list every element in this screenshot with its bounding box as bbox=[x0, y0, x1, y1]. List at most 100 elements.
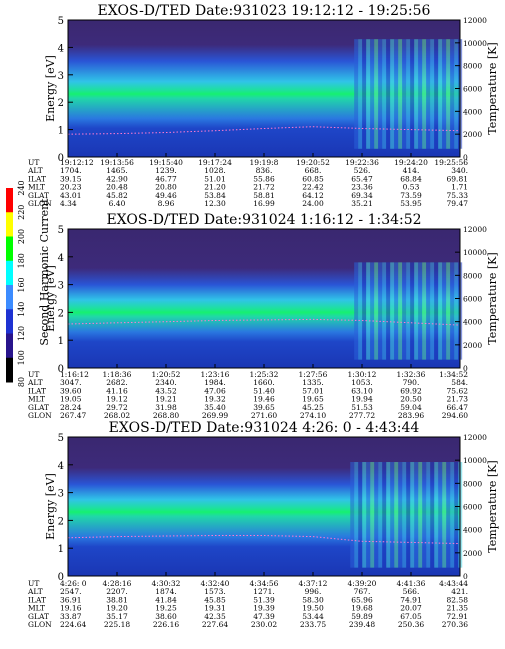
table-cell: 21.35 bbox=[447, 604, 469, 613]
table-cell: 1:32:36 bbox=[397, 370, 426, 379]
table-cell: 41.16 bbox=[106, 386, 128, 395]
table-cell: 1:20:52 bbox=[152, 370, 181, 379]
table-cell: 19:13:56 bbox=[100, 158, 134, 167]
spectrogram-stripe bbox=[382, 462, 387, 568]
table-cell: 4:43:44 bbox=[439, 579, 468, 588]
table-cell: 20.23 bbox=[60, 183, 82, 192]
table-cell: 6.40 bbox=[109, 199, 126, 208]
table-cell: 59.89 bbox=[351, 612, 373, 621]
table-cell: 283.96 bbox=[398, 411, 424, 420]
spectrogram-stripe bbox=[450, 262, 455, 360]
spectrogram-stripe bbox=[422, 262, 427, 360]
table-cell: 269.99 bbox=[202, 411, 228, 420]
table-cell: 268.80 bbox=[153, 411, 179, 420]
table-cell: 69.34 bbox=[351, 191, 373, 200]
y2-tick-label: 8000 bbox=[463, 62, 482, 71]
table-row-label: ILAT bbox=[28, 595, 46, 604]
spectrogram-stripe bbox=[438, 462, 443, 568]
table-cell: 19.05 bbox=[60, 395, 82, 404]
table-cell: 67.05 bbox=[400, 612, 422, 621]
y-tick-label: 4 bbox=[58, 43, 64, 54]
table-cell: 21.20 bbox=[204, 183, 226, 192]
spectrogram-stripe bbox=[366, 462, 371, 568]
panel-3: EXOS-D/TED Date:931024 4:26: 0 - 4:43:44… bbox=[27, 420, 499, 629]
table-cell: 526. bbox=[354, 166, 371, 175]
table-cell: 2682. bbox=[106, 378, 127, 387]
table-cell: 4.34 bbox=[60, 199, 77, 208]
table-cell: 0.53 bbox=[403, 183, 420, 192]
y-tick-label: 2 bbox=[58, 516, 64, 527]
table-cell: 1:18:36 bbox=[103, 370, 132, 379]
spectrogram-stripe bbox=[362, 462, 367, 568]
colorbar-tick-label: 80 bbox=[17, 377, 26, 387]
table-cell: 58.30 bbox=[302, 595, 324, 604]
table-cell: 225.18 bbox=[104, 620, 130, 629]
table-cell: 19.94 bbox=[351, 395, 373, 404]
table-cell: 65.47 bbox=[351, 174, 373, 183]
table-cell: 4:28:16 bbox=[103, 579, 132, 588]
table-cell: 267.47 bbox=[60, 411, 86, 420]
table-cell: 274.10 bbox=[300, 411, 326, 420]
table-cell: 35.17 bbox=[106, 612, 128, 621]
table-cell: 1:23:16 bbox=[201, 370, 230, 379]
spectrogram-stripe bbox=[418, 262, 423, 360]
table-cell: 4:37:12 bbox=[299, 579, 328, 588]
spectrogram-stripe bbox=[382, 39, 387, 149]
table-cell: 66.47 bbox=[447, 403, 469, 412]
temperature-trace bbox=[67, 126, 461, 135]
colorbar-tick-label: 240 bbox=[17, 180, 26, 195]
table-row-label: GLON bbox=[28, 620, 52, 629]
spectrogram-stripe bbox=[430, 462, 435, 568]
spectrogram-stripe bbox=[398, 39, 403, 149]
spectrogram-stripe bbox=[406, 39, 411, 149]
y-tick-label: 0 bbox=[58, 572, 64, 583]
table-cell: 1704. bbox=[60, 166, 81, 175]
table-cell: 38.60 bbox=[155, 612, 177, 621]
table-cell: 63.10 bbox=[351, 386, 373, 395]
y-tick-label: 2 bbox=[58, 98, 64, 109]
table-cell: 42.90 bbox=[106, 174, 128, 183]
table-cell: 74.91 bbox=[400, 595, 421, 604]
spectrogram-stripe bbox=[454, 462, 459, 568]
y2-tick-label: 6000 bbox=[463, 295, 482, 304]
table-cell: 64.12 bbox=[302, 191, 324, 200]
spectrogram-stripe bbox=[430, 262, 435, 360]
spectrogram-stripe bbox=[414, 462, 419, 568]
table-cell: 19.31 bbox=[204, 604, 225, 613]
colorbar-swatch bbox=[6, 188, 13, 213]
table-cell: 1:27:56 bbox=[299, 370, 328, 379]
colorbar-tick-label: 220 bbox=[17, 205, 26, 220]
panel-1: EXOS-D/TED Date:931023 19:12:12 - 19:25:… bbox=[27, 3, 499, 208]
spectrogram-stripe bbox=[370, 462, 375, 568]
table-cell: 19:17:24 bbox=[198, 158, 232, 167]
spectrogram-stripe bbox=[354, 262, 359, 360]
colorbar-tick-label: 160 bbox=[17, 277, 26, 292]
table-cell: 271.60 bbox=[251, 411, 277, 420]
spectrogram-stripe bbox=[358, 39, 363, 149]
spectrogram-stripe bbox=[406, 262, 411, 360]
table-cell: 45.82 bbox=[106, 191, 128, 200]
spectrogram-stripe bbox=[378, 39, 383, 149]
table-cell: 51.40 bbox=[253, 386, 275, 395]
table-cell: 1:34:52 bbox=[439, 370, 468, 379]
panel-2: EXOS-D/TED Date:931024 1:16:12 - 1:34:52… bbox=[27, 212, 499, 420]
table-cell: 19.16 bbox=[60, 604, 82, 613]
table-cell: 2340. bbox=[155, 378, 176, 387]
table-cell: 1573. bbox=[204, 587, 225, 596]
table-cell: 51.53 bbox=[351, 403, 373, 412]
table-cell: 226.16 bbox=[153, 620, 179, 629]
spectrogram-stripe bbox=[354, 462, 359, 568]
y2-tick-label: 4000 bbox=[463, 107, 482, 116]
table-cell: 19.50 bbox=[302, 604, 324, 613]
table-cell: 1:25:32 bbox=[250, 370, 279, 379]
table-cell: 4:34:56 bbox=[250, 579, 279, 588]
y2-tick-label: 2000 bbox=[463, 341, 482, 350]
table-cell: 24.00 bbox=[302, 199, 324, 208]
y-tick-label: 5 bbox=[58, 433, 64, 444]
spectrogram-stripe bbox=[378, 462, 383, 568]
table-cell: 19.46 bbox=[253, 395, 275, 404]
colorbar-swatch bbox=[6, 333, 13, 359]
spectrogram-stripe bbox=[350, 462, 355, 568]
y2-tick-label: 4000 bbox=[463, 318, 482, 327]
table-cell: 20.50 bbox=[400, 395, 422, 404]
